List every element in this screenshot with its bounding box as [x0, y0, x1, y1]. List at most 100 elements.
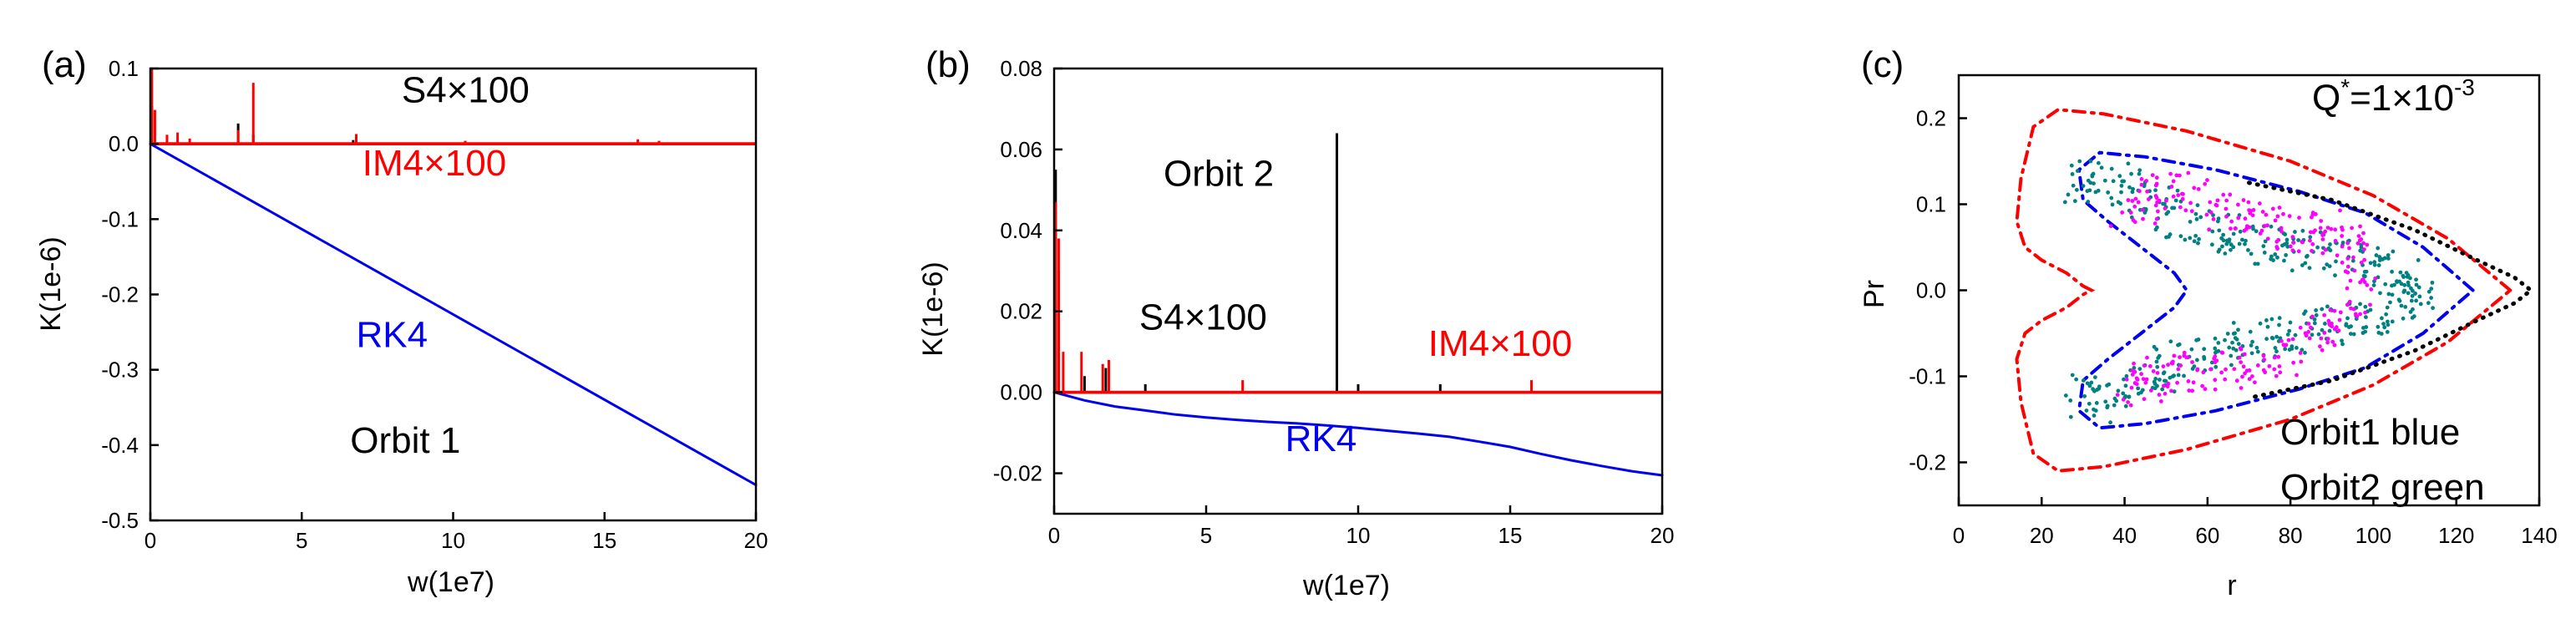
series-orbit2-green-point [2305, 254, 2309, 259]
series-orbit2-green-point [2176, 373, 2181, 378]
series-orbit2-green-point [2399, 303, 2404, 308]
series-orbit2-green-point [2193, 233, 2198, 238]
series-orbit2-green-point [2403, 304, 2408, 309]
series-orbit2-green-point [2385, 305, 2390, 310]
series-orbit2-green-point [2328, 242, 2332, 246]
series-orbit2-green-point [2117, 174, 2122, 179]
series-magenta-point [2148, 363, 2153, 368]
series-orbit2-green-point [2406, 283, 2411, 287]
y-tick-label: -0.5 [101, 508, 139, 533]
series-magenta-point [2115, 393, 2120, 398]
series-orbit2-green-point [2122, 377, 2126, 382]
series-magenta-point [2158, 399, 2163, 403]
series-orbit2-green-point [2368, 261, 2373, 266]
series-orbit2-green-point [2261, 244, 2266, 249]
series-orbit2-green-point [2136, 386, 2141, 391]
series-magenta-point [2347, 299, 2352, 304]
series-orbit2-green-point [2236, 327, 2240, 332]
series-magenta-point [2300, 240, 2305, 244]
series-magenta-point [2347, 246, 2351, 251]
series-orbit2-green-point [2364, 315, 2368, 320]
series-orbit2-green-point [2314, 312, 2319, 317]
series-orbit2-green-point [2386, 322, 2391, 327]
series-magenta-point [2284, 342, 2289, 348]
series-magenta-point [2252, 380, 2257, 385]
series-magenta-point [2340, 225, 2344, 230]
series-orbit2-green-point [2348, 332, 2353, 337]
series-orbit2-green-point [2344, 323, 2349, 328]
series-orbit2-green-point [2284, 237, 2289, 242]
series-orbit2-green-point [2229, 247, 2233, 252]
series-magenta-point [2223, 377, 2228, 382]
panel-b-xlabel: w(1e7) [1302, 570, 1390, 601]
series-magenta-point [2203, 387, 2208, 392]
series-magenta-point [2219, 350, 2224, 355]
q-mid: =1×10 [2350, 78, 2454, 119]
series-magenta-point [2228, 192, 2233, 197]
series-magenta-point [2157, 393, 2162, 397]
series-magenta-point [2361, 231, 2366, 236]
series-orbit2-green-point [2296, 238, 2300, 242]
series-magenta-point [2171, 179, 2176, 184]
series-magenta-point [2298, 351, 2303, 355]
series-magenta-point [2318, 226, 2323, 231]
series-orbit2-green-point [2213, 350, 2218, 355]
series-magenta-point [2224, 214, 2229, 219]
series-orbit2-green-point [2303, 309, 2308, 314]
series-orbit2-green-point [2249, 251, 2254, 256]
series-orbit2-green-point [2377, 258, 2382, 262]
series-orbit2-green-point [2155, 225, 2159, 230]
series-orbit2-green-point [2382, 256, 2387, 261]
series-orbit2-green-point [2071, 183, 2076, 188]
series-orbit2-green-point [2401, 290, 2406, 294]
series-orbit2-green-point [2137, 168, 2142, 173]
series-orbit2-green-point [2137, 367, 2142, 371]
series-orbit2-green-point [2070, 172, 2075, 176]
series-magenta-point [2247, 208, 2252, 213]
series-magenta-point [2322, 312, 2327, 317]
plot-area-c [2015, 108, 2535, 473]
series-orbit2-green-point [2219, 236, 2224, 241]
series-orbit2-green-point [2376, 246, 2381, 251]
series-magenta-point [2310, 241, 2315, 246]
series-orbit2-green-point [2303, 261, 2308, 266]
series-orbit2-green-point [2374, 253, 2379, 257]
series-orbit2-green-point [2109, 166, 2114, 171]
series-magenta-point [2290, 235, 2295, 239]
series-magenta-point [2146, 197, 2151, 201]
series-orbit2-green-point [2346, 325, 2351, 329]
series-orbit2-green-point [2418, 302, 2423, 307]
series-orbit2-green-point [2154, 359, 2159, 364]
x-tick-label: 40 [2112, 523, 2137, 548]
series-magenta-point [2265, 223, 2269, 228]
series-magenta-point [2161, 383, 2166, 388]
series-orbit2-green-point [2210, 229, 2215, 234]
series-magenta-point [2244, 368, 2249, 373]
series-orbit2-green-point [2350, 258, 2355, 263]
series-orbit2-green-point [2196, 241, 2200, 246]
series-magenta-point [2333, 227, 2338, 232]
series-orbit2-green-point [2300, 228, 2305, 233]
series-orbit2-green-point [2243, 241, 2247, 246]
series-orbit2-green-point [2194, 358, 2199, 363]
series-magenta-point [2345, 256, 2350, 261]
series-orbit2-green-point [2246, 247, 2250, 252]
series-magenta-point [2303, 331, 2308, 336]
series-orbit2-green-point [2388, 300, 2392, 305]
series-orbit2-green-point [2283, 232, 2288, 236]
series-magenta-point [2279, 338, 2284, 343]
series-magenta-point [2141, 216, 2145, 221]
series-orbit2-green-point [2168, 339, 2173, 344]
series-orbit2-green-point [2333, 273, 2337, 278]
series-orbit2-green-point [2254, 345, 2259, 350]
series-magenta-point [2188, 200, 2193, 205]
series-magenta-point [2128, 403, 2133, 408]
series-magenta-point [2213, 378, 2218, 383]
series-orbit2-green-point [2320, 327, 2325, 332]
series-orbit2-green-point [2310, 332, 2315, 337]
series-magenta-point [2345, 264, 2350, 269]
series-orbit2-green-point [2197, 236, 2201, 241]
series-orbit2-green-point [2195, 203, 2200, 208]
annotation-s4-100: S4×100 [402, 70, 530, 111]
